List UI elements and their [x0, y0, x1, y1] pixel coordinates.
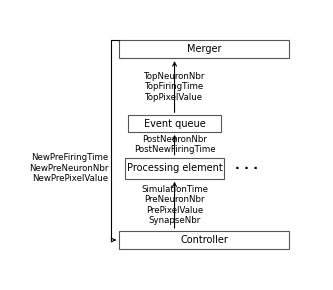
Text: NewPreFiringTime
NewPreNeuronNbr
NewPrePixelValue: NewPreFiringTime NewPreNeuronNbr NewPreP…: [29, 153, 109, 183]
Bar: [119, 40, 289, 58]
Text: PostNeuronNbr
PostNewFiringTime: PostNeuronNbr PostNewFiringTime: [134, 135, 215, 155]
Text: SimulationTime
PreNeuronNbr
PrePixelValue
SynapseNbr: SimulationTime PreNeuronNbr PrePixelValu…: [141, 185, 208, 225]
Bar: [126, 158, 223, 179]
Bar: [119, 231, 289, 249]
Text: Processing element: Processing element: [127, 163, 222, 173]
Text: TopNeuronNbr
TopFiringTime
TopPixelValue: TopNeuronNbr TopFiringTime TopPixelValue: [144, 72, 205, 102]
Text: Event queue: Event queue: [144, 119, 205, 128]
Bar: [128, 115, 221, 132]
Text: Controller: Controller: [180, 235, 228, 245]
Text: Merger: Merger: [187, 44, 221, 54]
Text: · · ·: · · ·: [235, 162, 258, 175]
